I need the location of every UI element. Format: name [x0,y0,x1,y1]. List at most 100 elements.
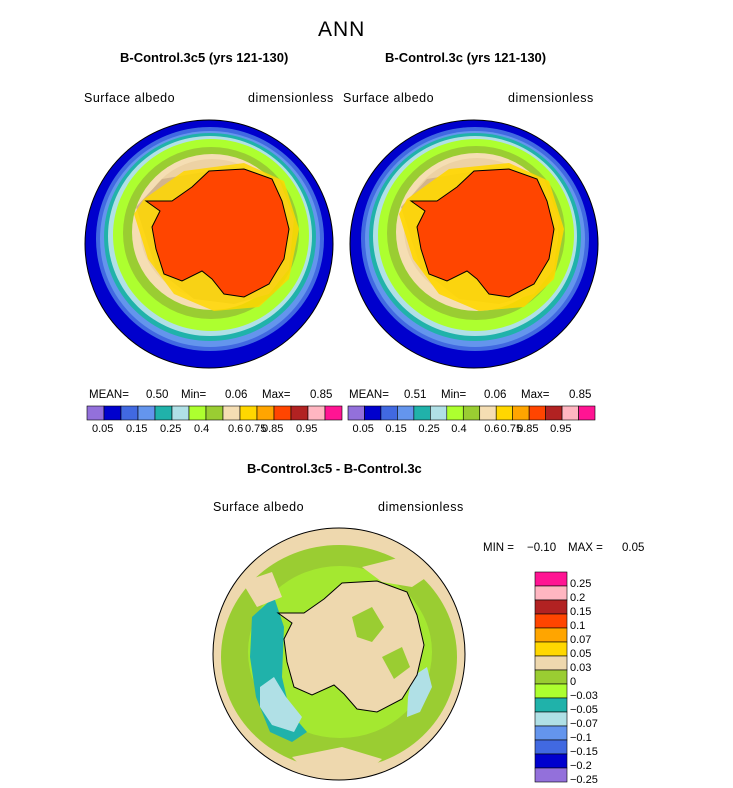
diff-field-patch [362,557,427,587]
panel2-colorbar-tick-label: 0.4 [451,423,467,435]
diff-legend-level-label: 0.05 [570,647,592,660]
panel2-mean-value: 0.51 [404,389,427,401]
diff-field-patch [242,572,282,607]
diff-legend-level-label: −0.1 [570,731,592,744]
diff-units: dimensionless [378,500,464,514]
panel2-title: B-Control.3c (yrs 121-130) [385,50,547,65]
diff-min-label: MIN = [483,542,514,554]
diff-legend-swatch [534,739,568,755]
panel2-colorbar-swatch [545,405,563,421]
diff-legend-level-label: −0.15 [570,745,598,758]
panel1-polar-map [84,119,334,369]
diff-max-label: MAX = [568,542,603,554]
panel2-colorbar-tick-label: 0.75 [500,423,523,435]
diff-map-border [212,527,466,781]
diff-legend-swatch [534,697,568,713]
diff-legend-level-label: −0.05 [570,703,598,716]
panel1-colorbar-swatch [120,405,139,421]
panel2-colorbar-swatch [479,405,497,421]
diff-legend-level-label: 0.03 [570,661,592,674]
panel1-colorbar-swatch [171,405,190,421]
panel2-coastline [409,168,555,298]
panel2-colorbar-tick-label: 0.15 [385,423,407,435]
panel1-colorbar-tick-label: 0.85 [262,423,284,435]
panel1-map-border [84,119,334,369]
panel1-colorbar-swatch [324,405,343,421]
panel2-colorbar-tick-label: 0.25 [418,423,440,435]
panel2-colorbar-swatch [578,405,596,421]
diff-legend-level-label: −0.03 [570,689,598,702]
panel1-colorbar-swatch [86,405,105,421]
panel1-variable: Surface albedo [84,91,176,105]
diff-legend-swatch [534,655,568,671]
diff-legend-level-label: −0.25 [570,773,598,786]
diff-legend-swatch [534,725,568,741]
panel1-colorbar-tick-label: 0.6 [228,423,244,435]
diff-field-patch [292,747,382,777]
panel1-colorbar-swatch [188,405,207,421]
diff-legend-swatch [534,683,568,699]
diff-variable: Surface albedo [213,500,305,514]
panel2-colorbar-swatch [364,405,382,421]
panel1-mean-value: 0.50 [146,389,169,401]
panel1-coastline [144,168,290,298]
panel1-colorbar-swatch [239,405,258,421]
diff-legend-level-label: 0.07 [570,633,592,646]
panel1-colorbar-tick-label: 0.4 [194,423,210,435]
panel2-colorbar-swatch [347,405,365,421]
diff-coastline [276,580,425,713]
panel2-colorbar-swatch [512,405,530,421]
diff-legend-swatch [534,711,568,727]
panel2-min-label: Min= [441,389,467,401]
diff-min-value: −0.10 [527,542,557,554]
diff-field-patch [382,647,410,679]
panel1-title: B-Control.3c5 (yrs 121-130) [120,50,289,65]
panel1-colorbar-swatch [307,405,326,421]
panel1-colorbar-tick-label: 0.25 [160,423,182,435]
diff-legend-level-label: 0 [570,675,577,688]
panel2-units: dimensionless [508,91,594,105]
diff-legend-level-label: 0.1 [570,619,586,632]
panel1-colorbar-swatch [222,405,241,421]
diff-field-patch [352,607,384,642]
panel1-colorbar-swatch [103,405,122,421]
panel2-colorbar-swatch [397,405,415,421]
panel1-colorbar-swatch [273,405,292,421]
diff-polar-map [212,527,466,781]
panel1-max-value: 0.85 [310,389,333,401]
diff-legend-swatch [534,767,568,783]
diff-legend-colorbar [534,571,568,783]
panel1-colorbar-swatch [137,405,156,421]
panel2-max-value: 0.85 [569,389,592,401]
panel1-colorbar-tick-label: 0.75 [245,423,267,435]
panel2-colorbar-tick-label: 0.85 [517,423,539,435]
panel2-colorbar-swatch [495,405,513,421]
panel1-max-label: Max= [262,389,291,401]
panel1-colorbar [86,405,343,421]
diff-legend-level-label: −0.07 [570,717,598,730]
diff-legend-swatch [534,613,568,629]
panel1-colorbar-swatch [154,405,173,421]
diff-legend-swatch [534,669,568,685]
diff-legend-swatch [534,627,568,643]
diff-legend-swatch [534,641,568,657]
diff-legend-level-label: 0.25 [570,577,592,590]
panel2-field-ice [411,169,554,297]
diff-legend-level-label: 0.15 [570,605,592,618]
panel1-field-ice [146,169,289,297]
panel2-mean-label: MEAN= [349,389,389,401]
diff-field-patch [260,677,302,732]
panel1-colorbar-tick-label: 0.95 [296,423,318,435]
diff-legend-swatch [534,571,568,587]
panel2-colorbar [347,405,596,421]
diff-legend-swatch [534,599,568,615]
panel1-units: dimensionless [248,91,334,105]
panel1-min-value: 0.06 [225,389,248,401]
panel2-colorbar-swatch [446,405,464,421]
panel1-colorbar-tick-label: 0.15 [126,423,148,435]
panel1-colorbar-swatch [290,405,309,421]
diff-legend-level-label: 0.2 [570,591,586,604]
panel2-colorbar-swatch [413,405,431,421]
panel2-colorbar-swatch [528,405,546,421]
panel2-map-border [349,119,599,369]
